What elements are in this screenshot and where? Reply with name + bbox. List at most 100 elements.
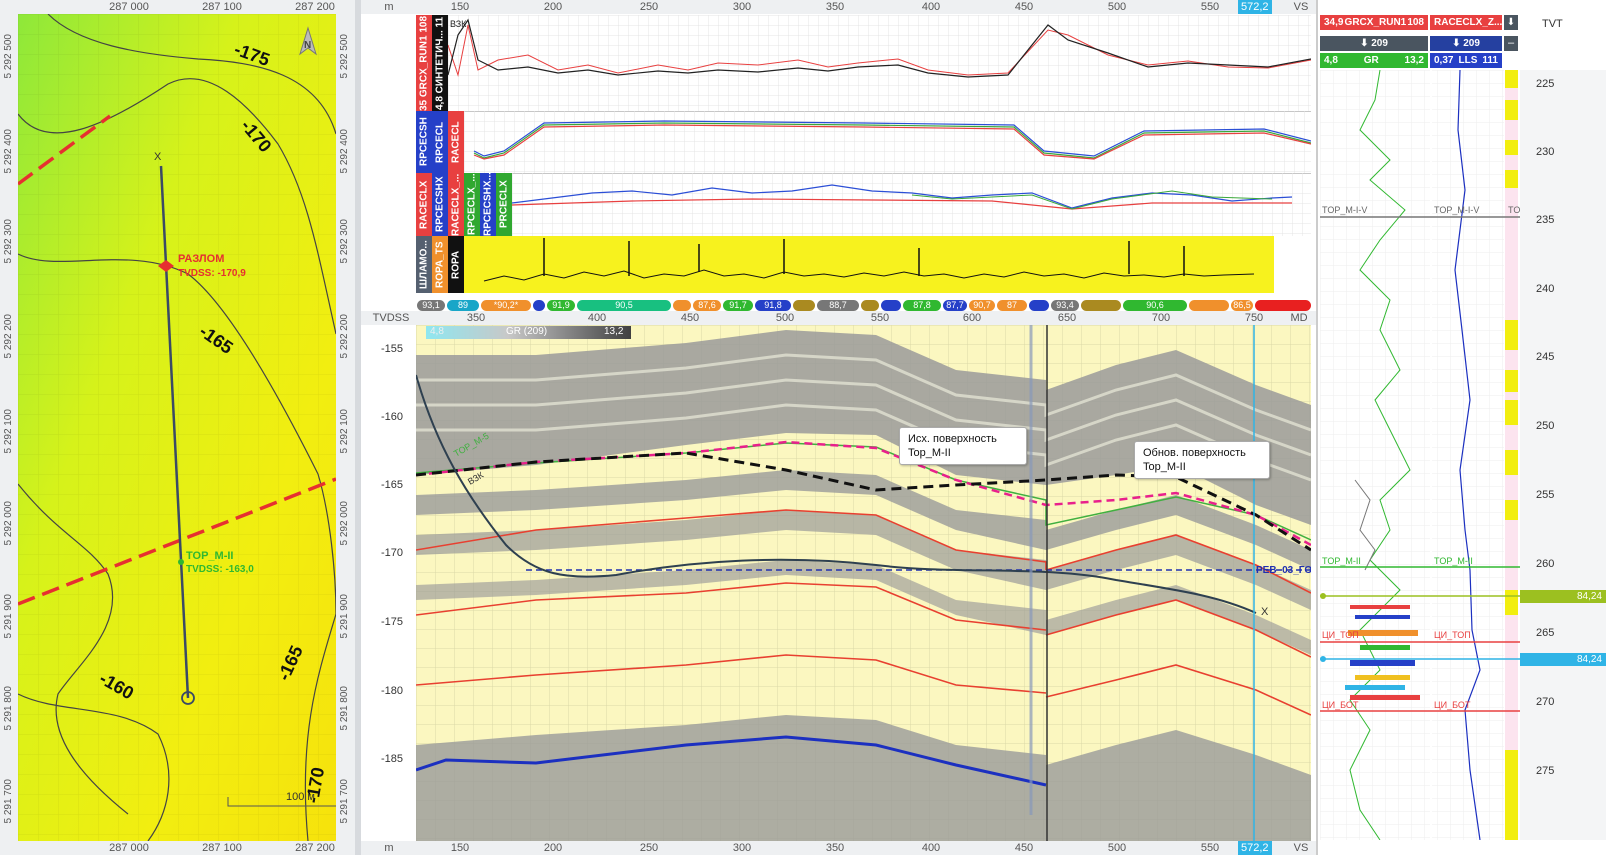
lith-pill[interactable]: 93,1 [417,300,445,311]
svg-text:N: N [304,40,311,51]
lith-pill[interactable]: 87,6 [693,300,721,311]
scale-bar-label: 100 м [286,791,315,803]
well-path[interactable] [416,374,1257,614]
log-header-lls-scale[interactable]: 0,37 LLS 111 [1430,53,1502,68]
lith-pill[interactable] [881,300,901,311]
lith-pill[interactable] [861,300,879,311]
lith-pill[interactable] [1029,300,1049,311]
download-icon: ⬇ [1452,38,1464,49]
x-tick: 450 [1014,1,1034,13]
track-gr[interactable]: 35 GRCX_RUN1 108 4,8 СИНТЕТИЧ... 11 ВЗК [416,15,1311,112]
map-panel[interactable]: 287 000 287 100 287 200 [0,0,355,855]
original-surface[interactable] [416,440,1311,547]
track-rop[interactable]: ШЛАМО... ROPA_TS ROPA [416,236,1311,294]
track-label-prceclx: PRCECLX [496,173,512,236]
gr-legend-max: 13,2 [604,326,624,337]
lith-pill[interactable]: 90,7 [969,300,995,311]
lith-pill[interactable]: 90,6 [1123,300,1187,311]
track-label-raceclx2: RACECLX_... [448,173,464,236]
lith-pill[interactable]: *90,2* [481,300,531,311]
tvt-label: TVT [1542,18,1563,30]
run-selector-2[interactable]: ⬇ 209 [1430,36,1502,51]
minus-button[interactable]: – [1504,36,1518,51]
lith-pill[interactable]: 88,7 [817,300,859,311]
depth-flag-2[interactable]: 84,24 [1520,653,1606,666]
gr-legend[interactable]: 4,8 GR (209) 13,2 [426,326,631,339]
log-panel[interactable]: 34,9 GRCX_RUN1 108 RACECLX_Z... ⬇ 209 ⬇ … [1316,0,1606,855]
depth-tick: 255 [1536,489,1555,501]
x-tick: 350 [825,1,845,13]
x-tick: 150 [450,842,470,854]
callout-updated-surface[interactable]: Обнов. поверхность Top_M-II [1134,441,1270,479]
tvdss-tick: -160 [381,411,404,423]
depth-tick: 245 [1536,351,1555,363]
lith-pill[interactable] [793,300,815,311]
lith-pill[interactable]: 91,8 [755,300,791,311]
tvdss-axis-title: TVDSS [372,312,410,324]
updated-surface[interactable] [416,451,1311,552]
depth-tick: 270 [1536,696,1555,708]
depth-flag-1[interactable]: 84,24 [1520,590,1606,603]
map-x-tick: 287 100 [202,1,242,13]
top-label: TOP_M-II [186,550,233,562]
map-y-tick: 5 292 000 [339,501,350,546]
log-tracks[interactable] [1320,70,1520,840]
lith-pill[interactable]: 93,4 [1051,300,1079,311]
fault-marker[interactable] [158,260,174,272]
track-resist-2[interactable]: RACECLX RPCECSHX RACECLX_... RPCECLX_...… [416,173,1311,237]
map-contours [18,14,336,841]
map-x-tick: 287 200 [295,842,335,854]
track-label-rpcecshx2: RPCECSHX... [480,173,496,236]
lith-pill[interactable]: 87,7 [943,300,967,311]
tvdss-tick: -170 [381,547,404,559]
section-panel[interactable]: m 150 200 250 300 350 400 450 500 550 57… [361,0,1316,855]
log-header-gr-scale[interactable]: 4,8 GR 13,2 [1320,53,1428,68]
hdr-gr-min: 34,9 [1324,17,1344,28]
north-arrow-icon: N [299,26,317,56]
md-tick: 700 [1151,312,1171,324]
lith-pill[interactable]: 89 [447,300,479,311]
top-marker[interactable] [178,559,184,565]
map-y-tick: 5 292 400 [3,129,14,174]
marker-top-m1v: TOP_M-I-V [1434,205,1480,215]
map-y-tick: 5 291 700 [339,779,350,824]
panel-splitter[interactable] [355,0,361,855]
marker-ci-bot: ЦИ_БОТ [1322,700,1359,710]
map-y-tick: 5 291 900 [339,594,350,639]
x-tick: 500 [1107,1,1127,13]
callout-original-surface[interactable]: Исх. поверхность Top_M-II [899,427,1027,465]
lith-pill[interactable]: 87 [997,300,1027,311]
lith-pill[interactable]: 91,7 [723,300,753,311]
lith-pill[interactable] [1255,300,1311,311]
section-canvas[interactable]: РЕВ_03_ГОР X TOP_M-5 ВЗК [416,325,1311,841]
marker-top-m1v: TOP_M-I-V [1322,205,1368,215]
map-x-tick: 287 100 [202,842,242,854]
lls-min: 0,37 [1434,55,1454,66]
tvdss-tick: -180 [381,685,404,697]
top-tvdss: TVDSS: -163,0 [186,564,254,575]
run-selector-1[interactable]: ⬇ 209 [1320,36,1428,51]
lith-pill[interactable] [673,300,691,311]
lith-pill[interactable]: 90,5 [577,300,671,311]
x-tick: 250 [639,1,659,13]
well-trajectory[interactable] [159,165,195,705]
reb-horizon-label: РЕВ_03_ГОР [1256,565,1311,576]
lith-pill[interactable]: 86,5 [1231,300,1253,311]
log-header-racelx[interactable]: RACECLX_Z... [1430,15,1502,30]
lith-pill[interactable] [533,300,545,311]
lith-pill[interactable]: 91,9 [547,300,575,311]
track-resist-1[interactable]: RPCECSH RPCECL RACECL [416,111,1311,174]
map-canvas[interactable]: X РАЗЛОМ TVDSS: -170,9 TOP_M-II TVDSS: -… [18,14,336,841]
depth-tick: 250 [1536,420,1555,432]
collapse-button[interactable]: ⬇ [1504,15,1518,30]
log-header-gr[interactable]: 34,9 GRCX_RUN1 108 [1320,15,1428,30]
md-tick: 750 [1244,312,1264,324]
lith-pill[interactable]: 87,8 [903,300,941,311]
lith-pill[interactable] [1081,300,1121,311]
lith-pill[interactable] [1189,300,1229,311]
map-x-tick: 287 200 [295,1,335,13]
x-tick: 300 [732,1,752,13]
md-tick: 650 [1057,312,1077,324]
x-tick: 150 [450,1,470,13]
gr-name: GR [1363,55,1379,66]
